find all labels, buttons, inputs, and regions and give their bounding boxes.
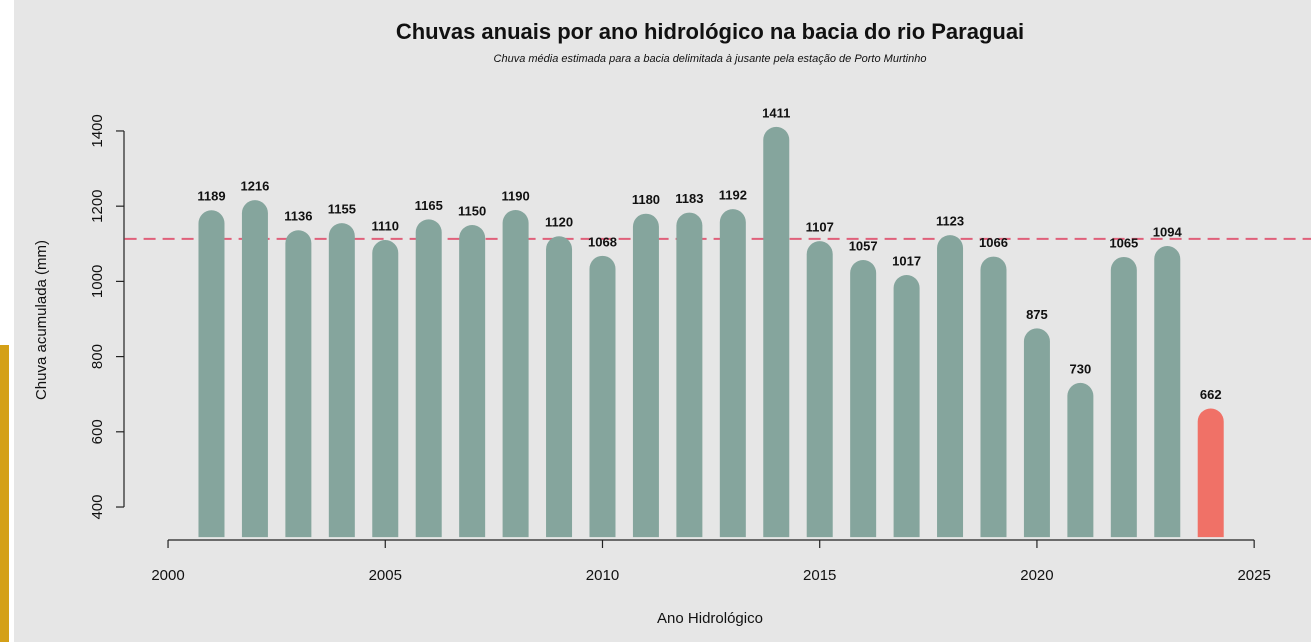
bar bbox=[372, 240, 399, 538]
value-label: 1192 bbox=[719, 188, 747, 203]
bar bbox=[632, 213, 659, 538]
bar bbox=[1023, 328, 1050, 538]
y-tick-label: 600 bbox=[89, 419, 106, 444]
x-tick-label: 2025 bbox=[1237, 567, 1270, 584]
value-label: 1216 bbox=[240, 179, 269, 194]
y-tick-label: 400 bbox=[89, 495, 106, 520]
bar bbox=[198, 210, 225, 538]
bar bbox=[241, 200, 268, 538]
bar bbox=[546, 236, 573, 538]
y-tick-label: 1200 bbox=[89, 189, 106, 222]
value-label: 730 bbox=[1070, 361, 1092, 376]
chart-subtitle: Chuva média estimada para a bacia delimi… bbox=[494, 53, 927, 65]
x-tick-label: 2000 bbox=[151, 567, 184, 584]
x-tick-label: 2005 bbox=[369, 567, 402, 584]
bar bbox=[937, 235, 964, 538]
plot-background bbox=[14, 0, 1311, 642]
value-label: 1017 bbox=[892, 253, 921, 268]
y-axis-label: Chuva acumulada (mm) bbox=[33, 240, 50, 400]
value-label: 875 bbox=[1026, 307, 1048, 322]
bar bbox=[1197, 408, 1224, 538]
bar bbox=[415, 219, 442, 538]
value-label: 662 bbox=[1200, 387, 1222, 402]
bar bbox=[589, 255, 616, 538]
value-label: 1190 bbox=[501, 188, 529, 203]
value-label: 1120 bbox=[545, 215, 573, 230]
bar bbox=[459, 224, 486, 538]
value-label: 1123 bbox=[936, 214, 964, 229]
bar bbox=[719, 209, 746, 538]
x-axis-label: Ano Hidrológico bbox=[657, 610, 763, 627]
bar bbox=[980, 256, 1007, 538]
value-label: 1183 bbox=[675, 191, 703, 206]
bar bbox=[1154, 246, 1181, 538]
bar bbox=[893, 274, 920, 538]
x-tick-label: 2015 bbox=[803, 567, 836, 584]
y-tick-label: 800 bbox=[89, 344, 106, 369]
value-label: 1107 bbox=[806, 220, 834, 235]
bar bbox=[850, 259, 877, 538]
bar bbox=[328, 223, 355, 538]
value-label: 1150 bbox=[458, 203, 486, 218]
value-label: 1057 bbox=[849, 238, 878, 253]
value-label: 1411 bbox=[762, 105, 790, 120]
value-label: 1155 bbox=[328, 202, 356, 217]
y-tick-label: 1400 bbox=[89, 114, 106, 147]
bar bbox=[502, 209, 529, 538]
bar bbox=[806, 241, 833, 538]
chart-title: Chuvas anuais por ano hidrológico na bac… bbox=[396, 19, 1024, 44]
bar bbox=[1110, 256, 1137, 538]
x-tick-label: 2010 bbox=[586, 567, 619, 584]
side-accent bbox=[0, 345, 9, 642]
value-label: 1094 bbox=[1153, 224, 1183, 239]
value-label: 1165 bbox=[415, 198, 443, 213]
value-label: 1189 bbox=[197, 189, 225, 204]
value-label: 1068 bbox=[588, 234, 617, 249]
y-tick-label: 1000 bbox=[89, 265, 106, 298]
value-label: 1136 bbox=[284, 209, 312, 224]
value-label: 1110 bbox=[372, 218, 400, 233]
value-label: 1065 bbox=[1109, 235, 1138, 250]
bar bbox=[676, 212, 703, 538]
value-label: 1066 bbox=[979, 235, 1008, 250]
value-label: 1180 bbox=[632, 192, 660, 207]
bar bbox=[285, 230, 312, 538]
bar bbox=[763, 126, 790, 538]
x-tick-label: 2020 bbox=[1020, 567, 1053, 584]
bar bbox=[1067, 382, 1094, 538]
